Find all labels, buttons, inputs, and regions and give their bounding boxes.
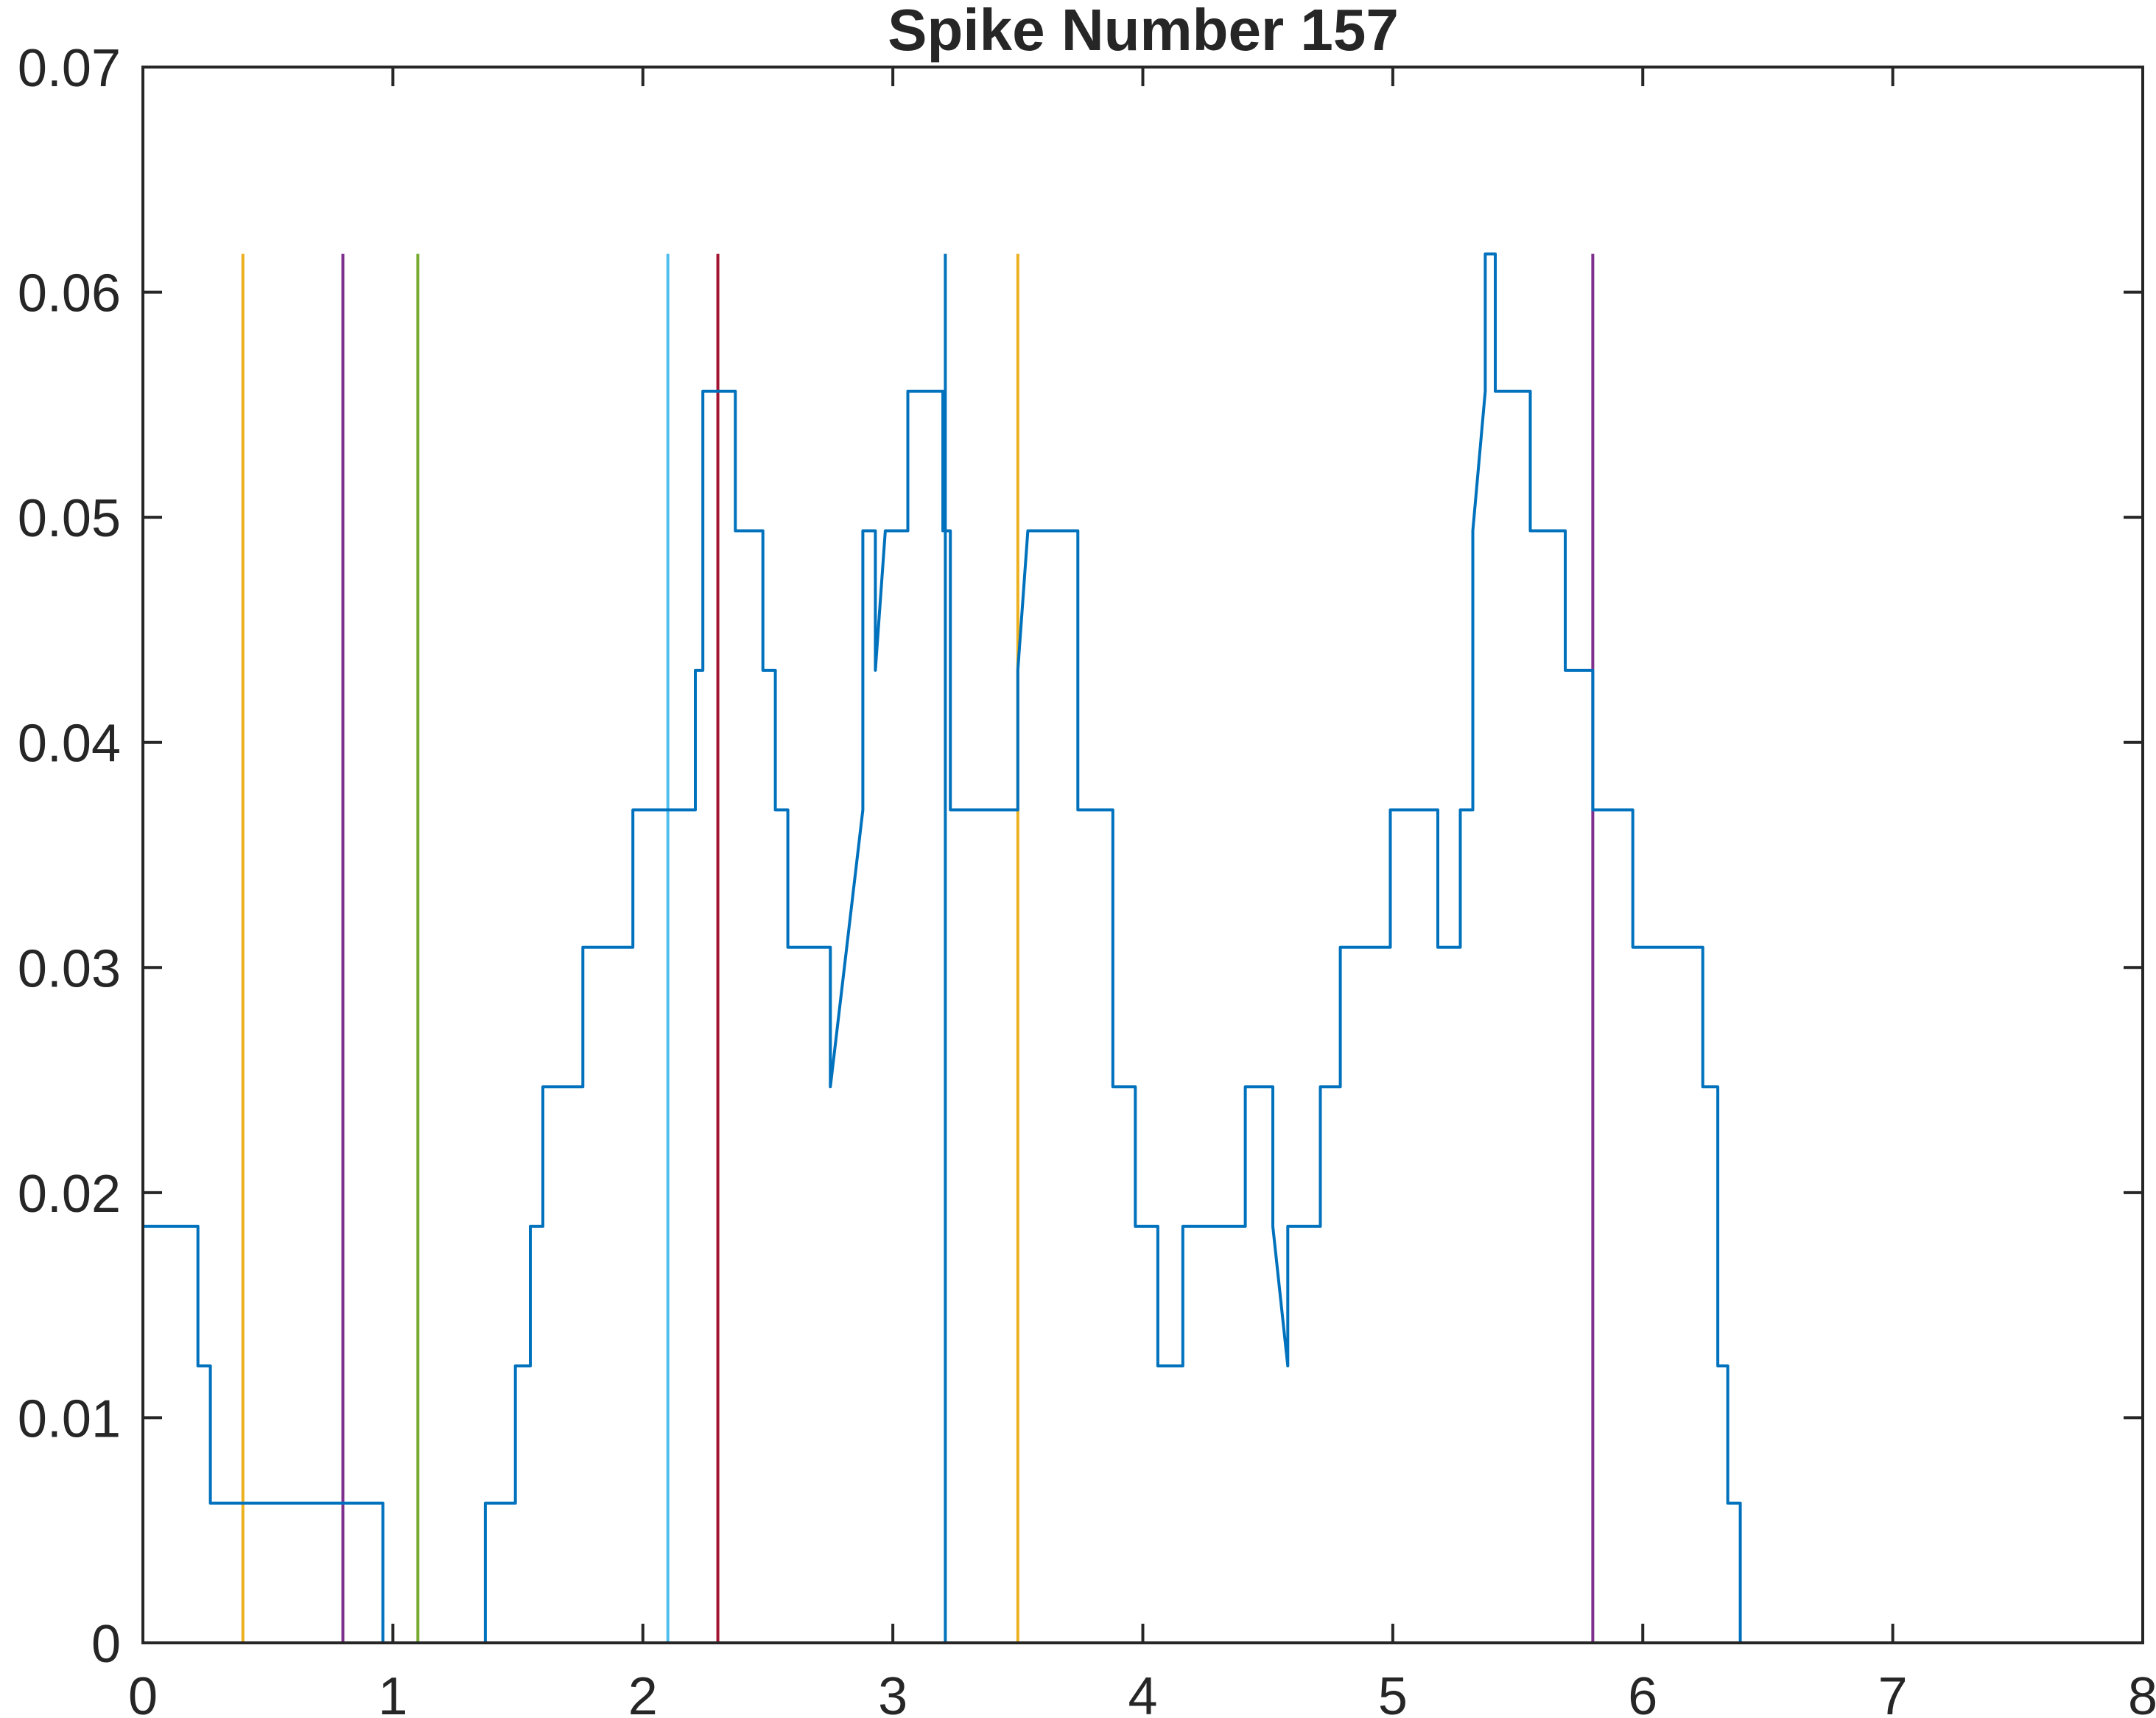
- y-tick-label-6: 0.06: [18, 264, 121, 323]
- x-tick-label-3: 3: [878, 1667, 907, 1718]
- x-tick-label-7: 7: [1878, 1667, 1908, 1718]
- x-tick-label-4: 4: [1128, 1667, 1157, 1718]
- event-markers: [141, 253, 1595, 1643]
- x-tick-label-1: 1: [378, 1667, 407, 1718]
- series-layer: [143, 252, 2093, 1644]
- series-line-0: [143, 252, 2093, 1644]
- y-tick-label-1: 0.01: [18, 1389, 121, 1448]
- y-tick-label-7: 0.07: [18, 39, 121, 98]
- y-axis: 0 0.01 0.02 0.03 0.04 0.05 0.06 0.07: [18, 39, 2143, 1674]
- x-tick-label-6: 6: [1628, 1667, 1657, 1718]
- y-tick-label-3: 0.03: [18, 939, 121, 998]
- x-tick-label-8: 8: [2128, 1667, 2156, 1718]
- x-axis: 0 1 2 3 4 5 6 7 8: [128, 67, 2156, 1718]
- chart-title: Spike Number 157: [888, 0, 1399, 63]
- x-tick-label-2: 2: [628, 1667, 658, 1718]
- y-tick-label-5: 0.05: [18, 489, 121, 548]
- x-tick-label-5: 5: [1378, 1667, 1408, 1718]
- x-tick-label-0: 0: [128, 1667, 158, 1718]
- y-tick-label-2: 0.02: [18, 1165, 121, 1224]
- y-tick-label-4: 0.04: [18, 715, 121, 774]
- y-tick-label-0: 0: [91, 1615, 121, 1674]
